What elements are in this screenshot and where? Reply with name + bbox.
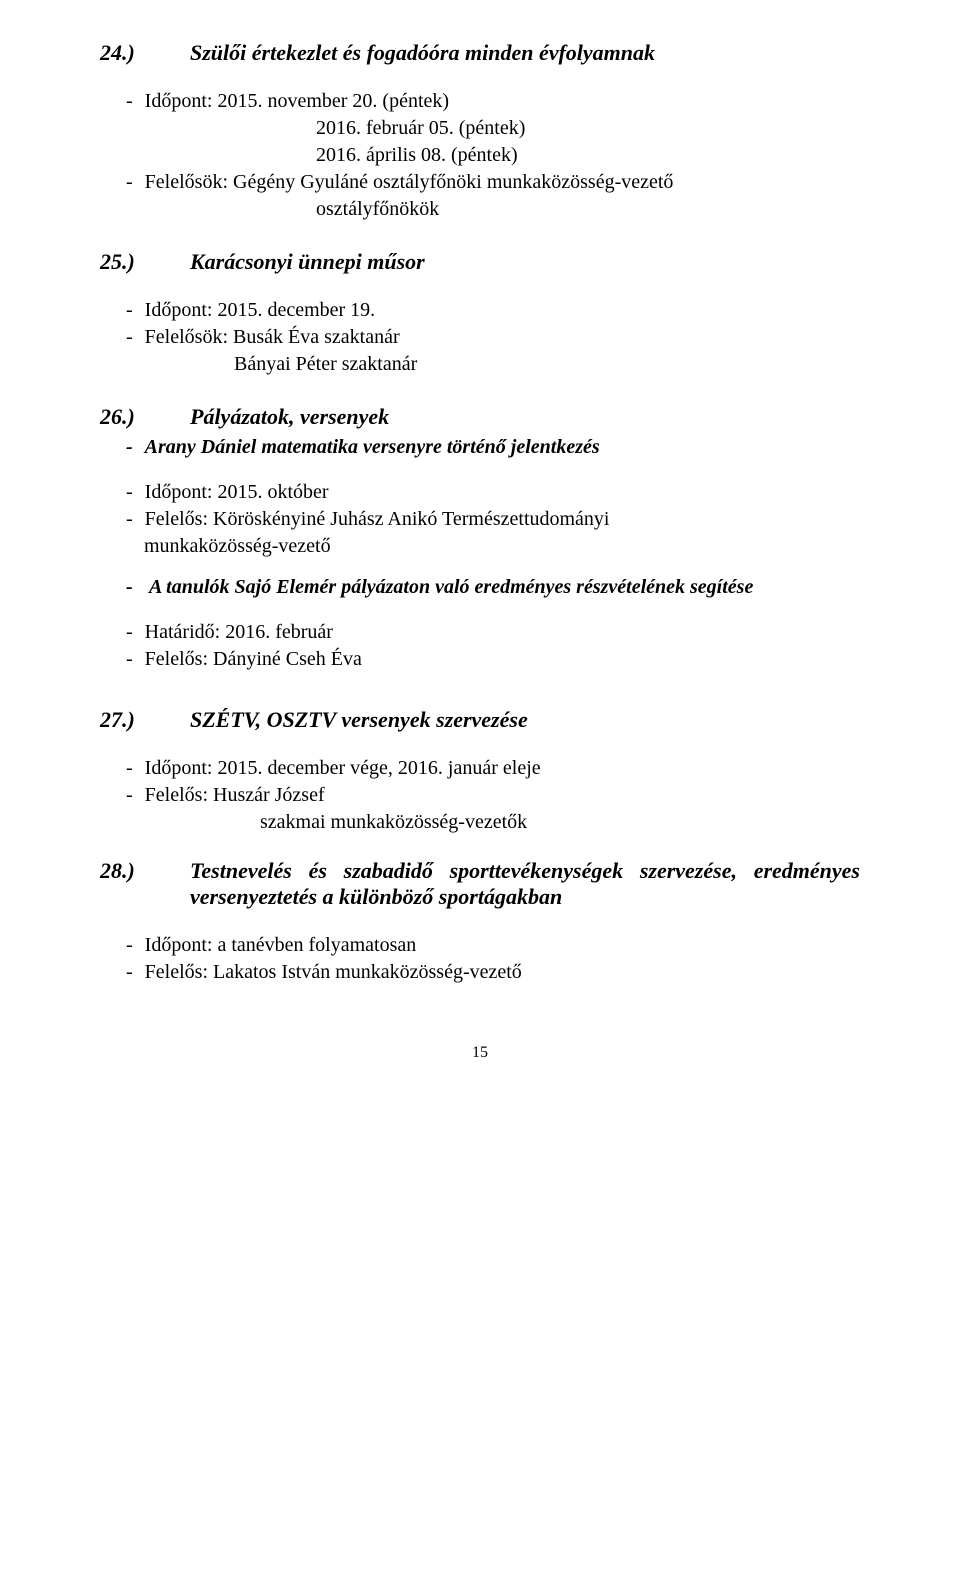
- section-26-time: Időpont: 2015. október: [100, 481, 860, 504]
- section-27-resp: Felelős: Huszár József: [100, 784, 860, 807]
- section-25-resp-sub: Bányai Péter szaktanár: [100, 353, 860, 376]
- section-28-number: 28.): [100, 858, 190, 884]
- section-26-heading: 26.) Pályázatok, versenyek: [100, 404, 860, 430]
- section-24-number: 24.): [100, 40, 190, 66]
- section-27-heading: 27.) SZÉTV, OSZTV versenyek szervezése: [100, 707, 860, 733]
- section-26-resp2: Felelős: Dányiné Cseh Éva: [100, 648, 860, 671]
- section-26-deadline: Határidő: 2016. február: [100, 621, 860, 644]
- section-25-resp: Felelősök: Busák Éva szaktanár: [100, 326, 860, 349]
- section-28-heading: 28.) Testnevelés és szabadidő sporttevék…: [100, 858, 860, 910]
- section-24-time: Időpont: 2015. november 20. (péntek): [100, 90, 860, 113]
- section-27-title: SZÉTV, OSZTV versenyek szervezése: [190, 707, 528, 733]
- section-28-time: Időpont: a tanévben folyamatosan: [100, 934, 860, 957]
- section-25-heading: 25.) Karácsonyi ünnepi műsor: [100, 249, 860, 275]
- section-25-time: Időpont: 2015. december 19.: [100, 299, 860, 322]
- section-25-number: 25.): [100, 249, 190, 275]
- section-26-sub-item-2-line-a: A tanulók Sajó Elemér pályázaton való er…: [100, 576, 860, 599]
- section-24-resp-sub: osztályfőnökök: [100, 198, 860, 221]
- section-24-resp: Felelősök: Gégény Gyuláné osztályfőnöki …: [100, 171, 860, 194]
- section-26-resp-cont: munkaközösség-vezető: [100, 535, 860, 558]
- section-28-resp: Felelős: Lakatos István munkaközösség-ve…: [100, 961, 860, 984]
- section-28-title: Testnevelés és szabadidő sporttevékenysé…: [190, 858, 860, 910]
- page-number: 15: [100, 1044, 860, 1062]
- section-26-title: Pályázatok, versenyek: [190, 404, 389, 430]
- section-25-title: Karácsonyi ünnepi műsor: [190, 249, 425, 275]
- section-24-title: Szülői értekezlet és fogadóóra minden év…: [190, 40, 655, 66]
- section-27-time: Időpont: 2015. december vége, 2016. janu…: [100, 757, 860, 780]
- section-26-number: 26.): [100, 404, 190, 430]
- section-24-time-sub1: 2016. február 05. (péntek): [100, 117, 860, 140]
- section-27-number: 27.): [100, 707, 190, 733]
- section-24-heading: 24.) Szülői értekezlet és fogadóóra mind…: [100, 40, 860, 66]
- section-24-time-sub2: 2016. április 08. (péntek): [100, 144, 860, 167]
- section-26-sub-item-2: A tanulók Sajó Elemér pályázaton való er…: [149, 576, 753, 598]
- section-27-resp-sub: szakmai munkaközösség-vezetők: [100, 811, 860, 834]
- section-26-resp: Felelős: Köröskényiné Juhász Anikó Termé…: [100, 508, 860, 531]
- section-26-sub-item-1: Arany Dániel matematika versenyre történ…: [100, 436, 860, 459]
